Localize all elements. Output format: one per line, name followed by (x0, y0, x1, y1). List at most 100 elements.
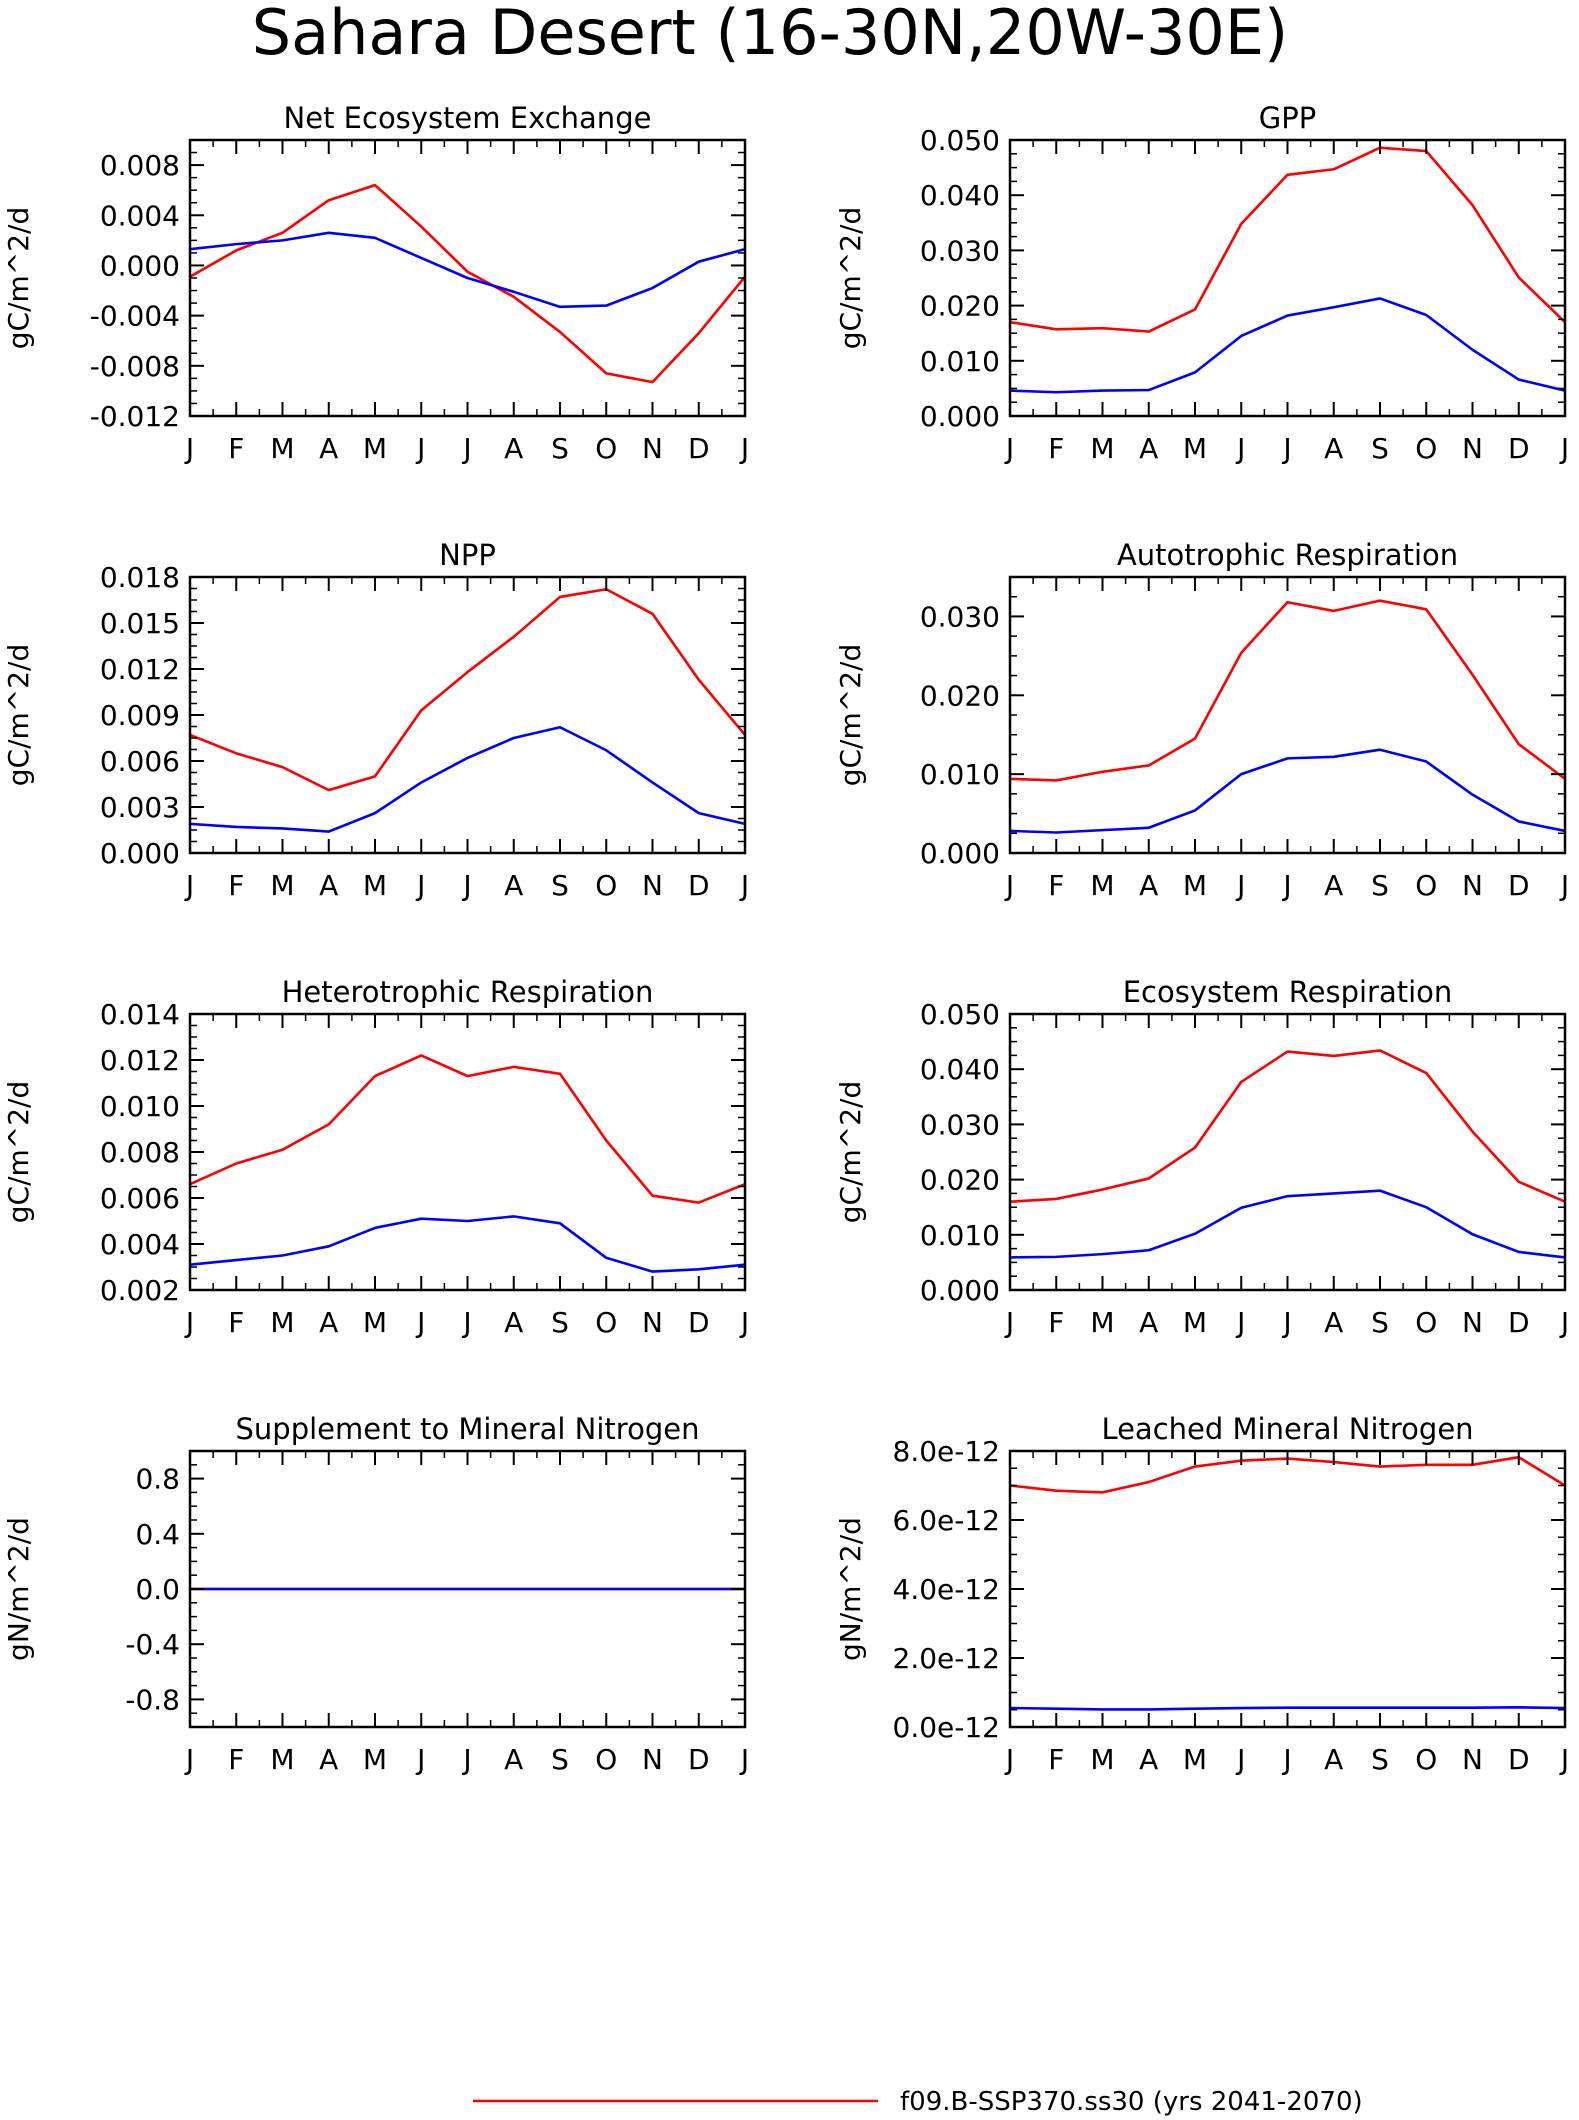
x-tick-label: S (1371, 869, 1389, 902)
x-tick-label: M (1183, 432, 1207, 465)
x-tick-label: J (184, 1743, 194, 1776)
y-tick-label: 0.015 (100, 607, 180, 640)
x-tick-label: D (1508, 1306, 1530, 1339)
panel-title: GPP (1259, 101, 1316, 135)
x-tick-label: S (551, 869, 569, 902)
y-tick-label: 0.009 (100, 699, 180, 732)
x-tick-label: O (595, 1306, 617, 1339)
y-axis-label: gN/m^2/d (834, 1517, 867, 1661)
x-tick-label: M (1090, 1306, 1114, 1339)
series-line-red (189, 183, 747, 384)
y-tick-label: 0.020 (920, 1164, 1000, 1197)
x-tick-label: J (739, 432, 749, 465)
x-tick-label: N (642, 432, 663, 465)
x-tick-label: A (504, 869, 523, 902)
x-tick-label: A (1139, 1306, 1158, 1339)
x-tick-label: J (184, 869, 194, 902)
y-tick-label: 0.000 (100, 249, 180, 282)
y-tick-label: 0.008 (100, 1136, 180, 1169)
x-tick-label: S (1371, 1306, 1389, 1339)
panel-title: Supplement to Mineral Nitrogen (236, 1412, 700, 1446)
y-tick-label: 0.000 (920, 400, 1000, 433)
x-tick-label: S (1371, 432, 1389, 465)
x-tick-label: J (1281, 1306, 1291, 1339)
y-tick-label: 0.020 (920, 290, 1000, 323)
x-tick-label: M (1090, 432, 1114, 465)
y-tick-label: 0.008 (100, 149, 180, 182)
x-tick-label: J (415, 1306, 425, 1339)
x-tick-label: A (504, 432, 523, 465)
x-tick-label: M (1090, 869, 1114, 902)
y-axis-label: gN/m^2/d (2, 1517, 35, 1661)
x-tick-label: M (1090, 1743, 1114, 1776)
x-tick-label: F (1048, 1743, 1064, 1776)
x-tick-label: A (504, 1306, 523, 1339)
y-tick-label: 0.030 (920, 600, 1000, 633)
y-axis-label: gC/m^2/d (2, 1081, 35, 1224)
x-tick-label: J (1004, 1743, 1014, 1776)
plot-frame (188, 575, 747, 855)
x-tick-label: M (363, 869, 387, 902)
x-tick-label: F (1048, 1306, 1064, 1339)
x-tick-label: A (504, 1743, 523, 1776)
x-tick-label: J (1559, 869, 1569, 902)
y-tick-label: 0.4 (135, 1518, 180, 1551)
x-tick-label: J (461, 869, 471, 902)
series-line-red (189, 1054, 746, 1204)
x-tick-label: O (1415, 869, 1437, 902)
x-tick-label: J (184, 432, 194, 465)
y-tick-label: 4.0e-12 (893, 1573, 1001, 1606)
series-line-blue (189, 231, 746, 309)
x-tick-label: J (1559, 1306, 1569, 1339)
x-tick-label: M (1183, 869, 1207, 902)
y-tick-label: 0.050 (920, 124, 1000, 157)
y-tick-label: 0.004 (100, 1228, 180, 1261)
y-axis-label: gC/m^2/d (2, 207, 35, 350)
y-tick-label: 0.018 (100, 561, 180, 594)
x-tick-label: N (642, 1306, 663, 1339)
x-tick-label: S (551, 1306, 569, 1339)
y-tick-label: 0.003 (100, 791, 180, 824)
y-tick-label: 0.012 (100, 653, 180, 686)
x-tick-label: F (1048, 869, 1064, 902)
series-line-red (1009, 599, 1566, 782)
x-tick-label: J (1235, 1306, 1245, 1339)
x-tick-label: F (1048, 432, 1064, 465)
x-tick-label: J (1281, 1743, 1291, 1776)
x-tick-label: A (1324, 1306, 1343, 1339)
legend: f09.B-SSP370.ss30 (yrs 2041-2070) (473, 2087, 1363, 2117)
panel-title: Net Ecosystem Exchange (284, 101, 652, 135)
x-tick-label: N (1462, 432, 1483, 465)
x-tick-label: A (319, 1306, 338, 1339)
x-tick-label: D (688, 1743, 710, 1776)
figure-title: Sahara Desert (16-30N,20W-30E) (252, 0, 1288, 69)
y-tick-label: 0.040 (920, 1053, 1000, 1086)
y-tick-label: 6.0e-12 (893, 1504, 1001, 1537)
y-tick-label: 8.0e-12 (893, 1435, 1001, 1468)
x-tick-label: J (1281, 869, 1291, 902)
y-tick-label: 0.006 (100, 745, 180, 778)
x-tick-label: S (1371, 1743, 1389, 1776)
y-tick-label: 0.030 (920, 1108, 1000, 1141)
x-tick-label: A (1324, 1743, 1343, 1776)
x-tick-label: M (270, 869, 294, 902)
series-line-blue (189, 725, 746, 833)
x-tick-label: D (1508, 432, 1530, 465)
x-tick-label: J (1235, 1743, 1245, 1776)
x-tick-label: N (1462, 1743, 1483, 1776)
series-line-red (1009, 146, 1566, 333)
panel-title: NPP (439, 538, 496, 572)
x-tick-label: F (228, 869, 244, 902)
legend-label: f09.B-SSP370.ss30 (yrs 2041-2070) (900, 2087, 1363, 2117)
y-tick-label: 0.0e-12 (893, 1711, 1001, 1744)
y-tick-label: -0.4 (125, 1628, 180, 1661)
x-tick-label: M (363, 432, 387, 465)
